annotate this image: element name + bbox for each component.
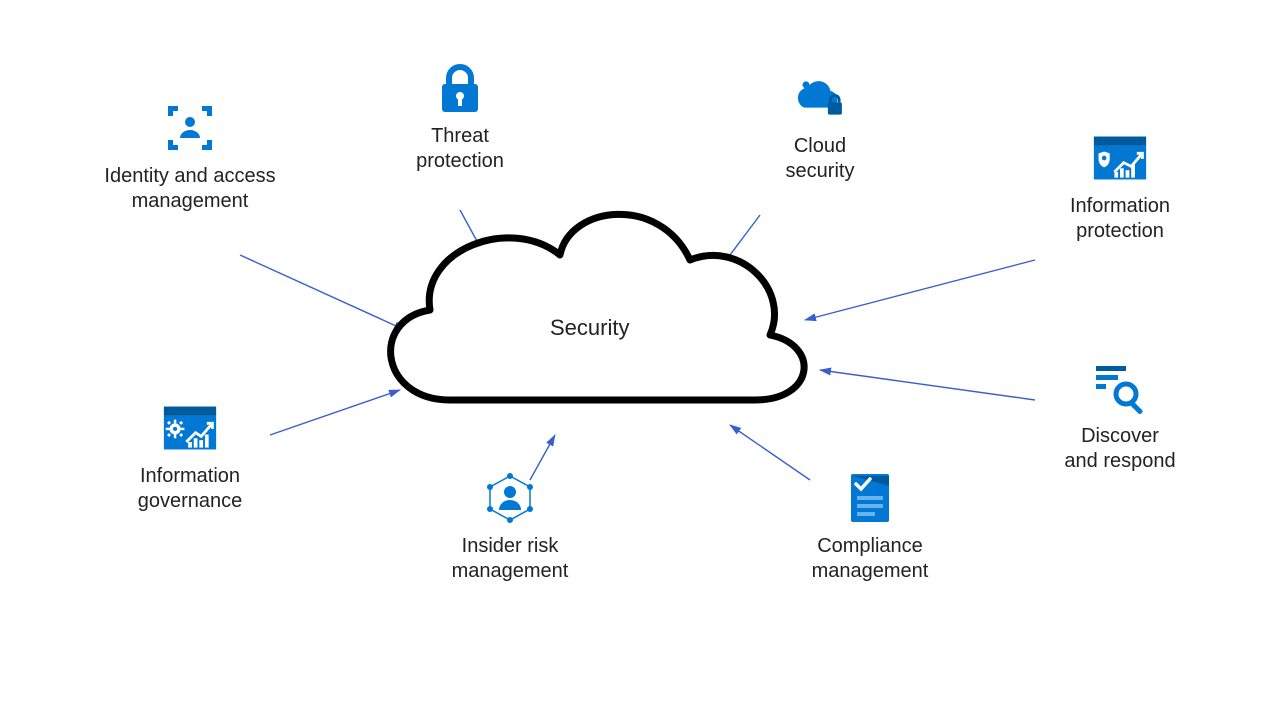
node-cloudsec: Cloud security: [750, 70, 890, 184]
insider-risk-icon: [482, 470, 538, 526]
center-label: Security: [550, 315, 629, 341]
node-cloudsec-label: Cloud security: [786, 134, 855, 184]
node-discover: Discover and respond: [1035, 360, 1205, 474]
info-protection-icon: [1092, 130, 1148, 186]
node-infoprot-label: Information protection: [1070, 194, 1170, 244]
node-infogov: Information governance: [100, 400, 280, 514]
node-insider: Insider risk management: [420, 470, 600, 584]
identity-icon: [162, 100, 218, 156]
node-identity-label: Identity and access management: [104, 164, 275, 214]
node-identity: Identity and access management: [75, 100, 305, 214]
node-threat: Threat protection: [390, 60, 530, 174]
checklist-icon: [842, 470, 898, 526]
node-threat-label: Threat protection: [416, 124, 504, 174]
node-insider-label: Insider risk management: [452, 534, 569, 584]
node-infoprot: Information protection: [1035, 130, 1205, 244]
node-compliance: Compliance management: [780, 470, 960, 584]
info-governance-icon: [162, 400, 218, 456]
diagram-stage: Security Identity and access management: [0, 0, 1280, 720]
search-list-icon: [1092, 360, 1148, 416]
node-infogov-label: Information governance: [138, 464, 243, 514]
node-compliance-label: Compliance management: [812, 534, 929, 584]
cloud-lock-icon: [792, 70, 848, 126]
lock-icon: [432, 60, 488, 116]
node-discover-label: Discover and respond: [1064, 424, 1175, 474]
